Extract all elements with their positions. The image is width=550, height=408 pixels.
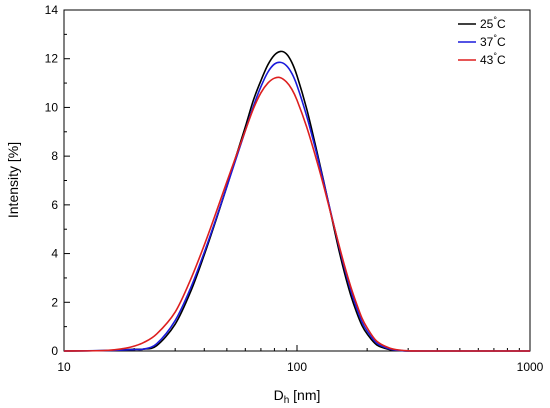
y-tick-label: 0	[51, 344, 58, 358]
plot-frame	[63, 9, 531, 352]
y-tick-label: 14	[45, 3, 59, 17]
legend-label-25: 25°C	[480, 15, 506, 31]
y-axis-label: Intensity [%]	[5, 142, 21, 218]
y-tick-label: 6	[51, 198, 58, 212]
x-axis-label-subscript: h	[284, 395, 290, 406]
legend-label-43: 43°C	[480, 51, 506, 67]
series-line-25	[63, 50, 530, 352]
y-tick-label: 12	[45, 52, 59, 66]
y-tick-label: 2	[51, 295, 58, 309]
y-tick-label: 4	[51, 247, 58, 261]
y-tick-label: 8	[51, 149, 58, 163]
x-tick-label: 1000	[517, 360, 544, 374]
legend-label-37: 37°C	[480, 33, 506, 49]
x-tick-label: 10	[57, 360, 71, 374]
x-axis-label-main: D	[274, 387, 284, 403]
series-line-37	[63, 61, 530, 352]
series-lines	[63, 50, 530, 352]
x-axis-label: Dh [nm]	[274, 387, 321, 406]
legend: 25°C 37°C 43°C	[458, 15, 506, 67]
y-tick-label: 10	[45, 100, 59, 114]
x-axis-label-unit: [nm]	[289, 387, 320, 403]
series-line-43	[63, 76, 530, 352]
x-tick-label: 100	[287, 360, 307, 374]
axis-ticks	[63, 9, 531, 352]
axis-tick-labels: 0 2 4 6 8 10 12 14 10 100 1000	[45, 3, 544, 374]
